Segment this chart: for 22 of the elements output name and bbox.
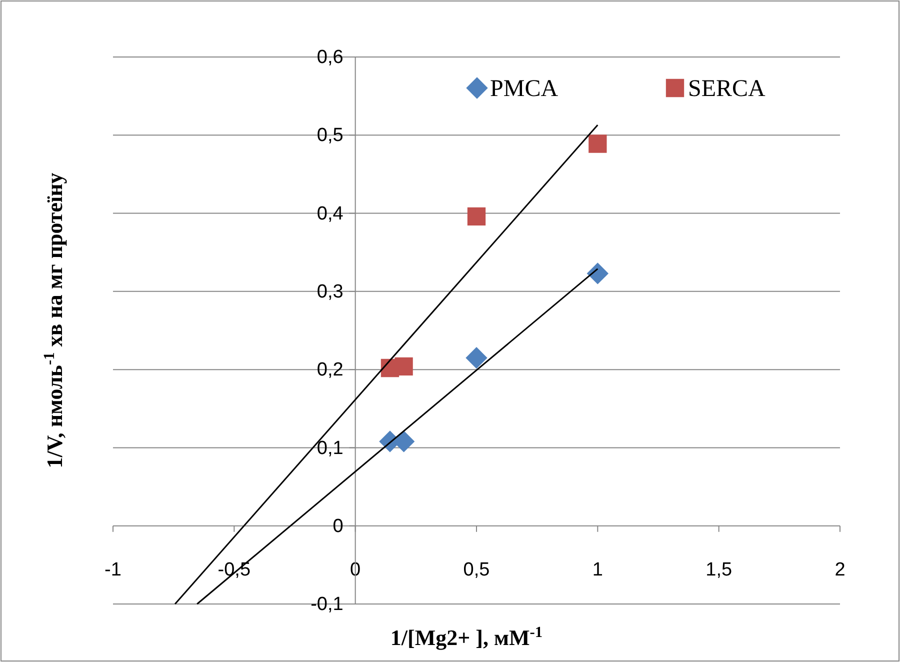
y-tick-label: 0,6 [316,47,344,68]
x-tick-label: -1 [104,559,122,580]
y-tick-label: 0 [332,516,344,537]
x-tick-label: 0 [350,559,361,580]
point [588,134,607,153]
legend-label: SERCA [688,76,766,102]
legend-label: PMCA [490,76,559,102]
y-tick-label: -0,1 [310,594,344,616]
point [466,347,488,369]
x-tick-label: 0,5 [463,559,490,580]
point [586,262,609,284]
point [394,357,413,376]
x-tick-label: 1 [592,559,603,580]
x-tick-label: 2 [834,559,846,580]
y-tick-label: 0,1 [316,438,344,459]
y-tick-label: 0,3 [316,282,344,303]
point [467,207,486,226]
x-axis-title: 1/[Mg2+ ], мМ$^{-1}$ [390,624,543,650]
y-tick-label: 0,5 [316,125,344,146]
y-tick-label: 0,2 [316,360,344,381]
x-tick-label: 1,5 [706,559,732,580]
y-tick-label: 0,4 [316,203,344,224]
